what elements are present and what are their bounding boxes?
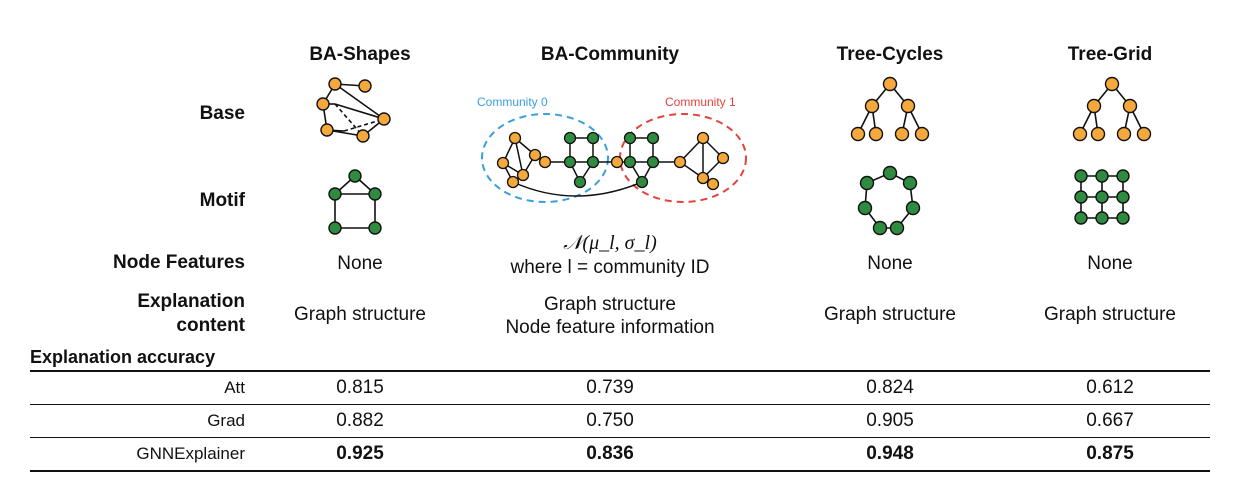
value-cell: 0.875	[1086, 443, 1134, 464]
table-rule-bottom	[30, 470, 1210, 472]
value-cell: 0.905	[866, 410, 914, 431]
table-rule-top	[30, 370, 1210, 372]
explanation-content-ba-shapes: Graph structure	[294, 304, 426, 325]
value-cell: 0.824	[866, 377, 914, 398]
explanation-content-tree-cycles: Graph structure	[824, 304, 956, 325]
col-header-tree-grid: Tree-Grid	[1067, 44, 1153, 65]
method-label: Att	[224, 378, 245, 397]
method-label: Grad	[207, 411, 245, 430]
value-cell: 0.925	[336, 443, 384, 464]
value-cell: 0.815	[336, 377, 384, 398]
tree-cycles-base-graph	[850, 76, 930, 142]
row-label-base: Base	[199, 103, 245, 124]
explanation-content-ba-community-2: Node feature information	[505, 317, 715, 338]
tree-grid-motif-graph	[1074, 169, 1130, 225]
tree-cycles-motif-graph	[857, 165, 921, 236]
ba-shapes-base-graph	[316, 77, 391, 143]
ba-shapes-motif-graph	[328, 169, 382, 235]
row-label-explanation-accuracy: Explanation accuracy	[30, 347, 216, 367]
row-label-node-features: Node Features	[113, 252, 245, 273]
value-cell: 0.836	[586, 443, 634, 464]
community-0-label: Community 0	[477, 95, 548, 109]
method-label: GNNExplainer	[136, 444, 245, 463]
col-header-ba-shapes: BA-Shapes	[309, 44, 411, 65]
node-features-tree-grid: None	[1087, 253, 1133, 274]
node-features-ba-community: where l = community ID	[510, 257, 710, 278]
tree-grid-base-graph	[1072, 76, 1152, 142]
col-header-ba-community: BA-Community	[540, 44, 680, 65]
ba-community-graph	[481, 113, 747, 203]
row-label-explanation-1: Explanation	[137, 291, 245, 312]
value-cell: 0.882	[336, 410, 384, 431]
explanation-content-ba-community-1: Graph structure	[544, 294, 676, 315]
row-label-explanation-2: content	[176, 315, 245, 336]
community-1-label: Community 1	[665, 95, 736, 109]
value-cell: 0.612	[1086, 377, 1134, 398]
explanation-content-tree-grid: Graph structure	[1044, 304, 1176, 325]
table-rule-1	[30, 404, 1210, 405]
col-header-tree-cycles: Tree-Cycles	[836, 44, 944, 65]
value-cell: 0.667	[1086, 410, 1134, 431]
node-features-tree-cycles: None	[867, 253, 913, 274]
value-cell: 0.739	[586, 377, 634, 398]
node-features-ba-shapes: None	[337, 253, 383, 274]
value-cell: 0.948	[866, 443, 914, 464]
table-rule-2	[30, 437, 1210, 438]
value-cell: 0.750	[586, 410, 634, 431]
node-features-ba-community-math: 𝒩(μ_l, σ_l)	[563, 232, 657, 254]
row-label-motif: Motif	[199, 190, 245, 211]
